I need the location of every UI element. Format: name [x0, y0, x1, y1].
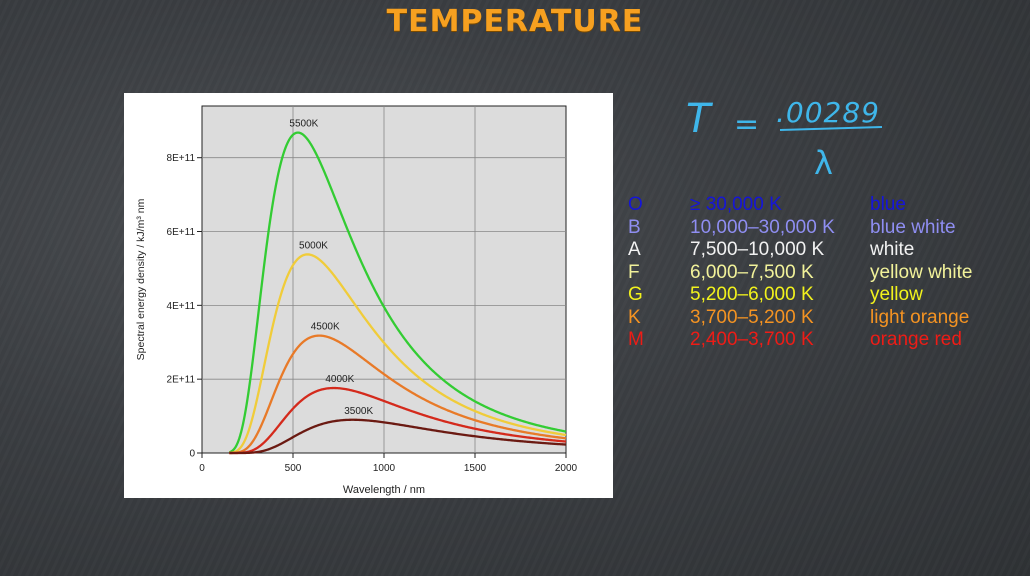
x-tick-label: 1000 — [373, 463, 396, 474]
class-letter: O — [628, 194, 643, 215]
y-tick-label: 6E+11 — [167, 227, 196, 238]
y-axis-label: Spectral energy density / kJ/m³ nm — [135, 198, 147, 360]
series-line — [229, 418, 567, 455]
series-label: 5500K — [289, 119, 318, 130]
blackbody-chart: 0 500 1000 1500 2000 0 2E+11 4E+11 6E+11 8E+11 Wav… — [135, 105, 578, 496]
x-tick-label: 1500 — [464, 463, 487, 474]
formula-numerator: .00289 — [776, 96, 880, 129]
series-label: 4500K — [311, 322, 340, 333]
formula-fraction-bar — [779, 126, 883, 131]
color-name: white — [870, 239, 915, 260]
y-tick-label: 0 — [189, 449, 195, 460]
class-letter: A — [628, 239, 641, 260]
color-name: yellow — [870, 284, 923, 305]
class-letter: G — [628, 284, 643, 305]
x-tick-label: 0 — [199, 463, 205, 474]
color-name: blue — [870, 194, 906, 215]
series-line — [229, 253, 567, 455]
series-label: 4000K — [325, 374, 354, 385]
x-tick-label: 2000 — [555, 463, 578, 474]
formula-lhs: T — [686, 96, 714, 142]
temperature-range: 6,000–7,500 K — [690, 261, 814, 283]
temperature-range: ≥ 30,000 K — [690, 194, 782, 215]
series-line — [229, 386, 567, 455]
class-letter: B — [628, 216, 641, 238]
wien-formula: T = .00289 λ — [686, 96, 883, 182]
page-title: TEMPERATURE — [386, 4, 644, 39]
color-name: orange red — [870, 329, 962, 350]
series-line — [228, 131, 567, 454]
temperature-range: 3,700–5,200 K — [690, 306, 814, 328]
x-tick-label: 500 — [285, 463, 302, 474]
temperature-range: 10,000–30,000 K — [690, 216, 835, 238]
formula-equals: = — [734, 107, 759, 142]
y-tick-label: 2E+11 — [167, 375, 196, 386]
series-label: 5000K — [299, 240, 328, 251]
color-name: light orange — [870, 306, 970, 328]
temperature-range: 5,200–6,000 K — [690, 284, 814, 305]
class-letter: M — [628, 329, 644, 350]
y-tick-label: 4E+11 — [167, 301, 196, 312]
x-axis-label: Wavelength / nm — [343, 484, 425, 496]
class-letter: K — [628, 306, 641, 328]
series-label: 3500K — [344, 406, 373, 417]
temperature-range: 7,500–10,000 K — [690, 239, 825, 260]
series-line — [229, 334, 567, 455]
color-name: yellow white — [870, 261, 973, 283]
blackbody-chart-panel: 0 500 1000 1500 2000 0 2E+11 4E+11 6E+11 8E+11 Wav… — [124, 93, 613, 498]
temperature-range: 2,400–3,700 K — [690, 329, 814, 350]
y-tick-label: 8E+11 — [167, 153, 196, 164]
formula-denominator: λ — [814, 144, 833, 182]
color-name: blue white — [870, 216, 956, 238]
class-letter: F — [628, 261, 640, 283]
